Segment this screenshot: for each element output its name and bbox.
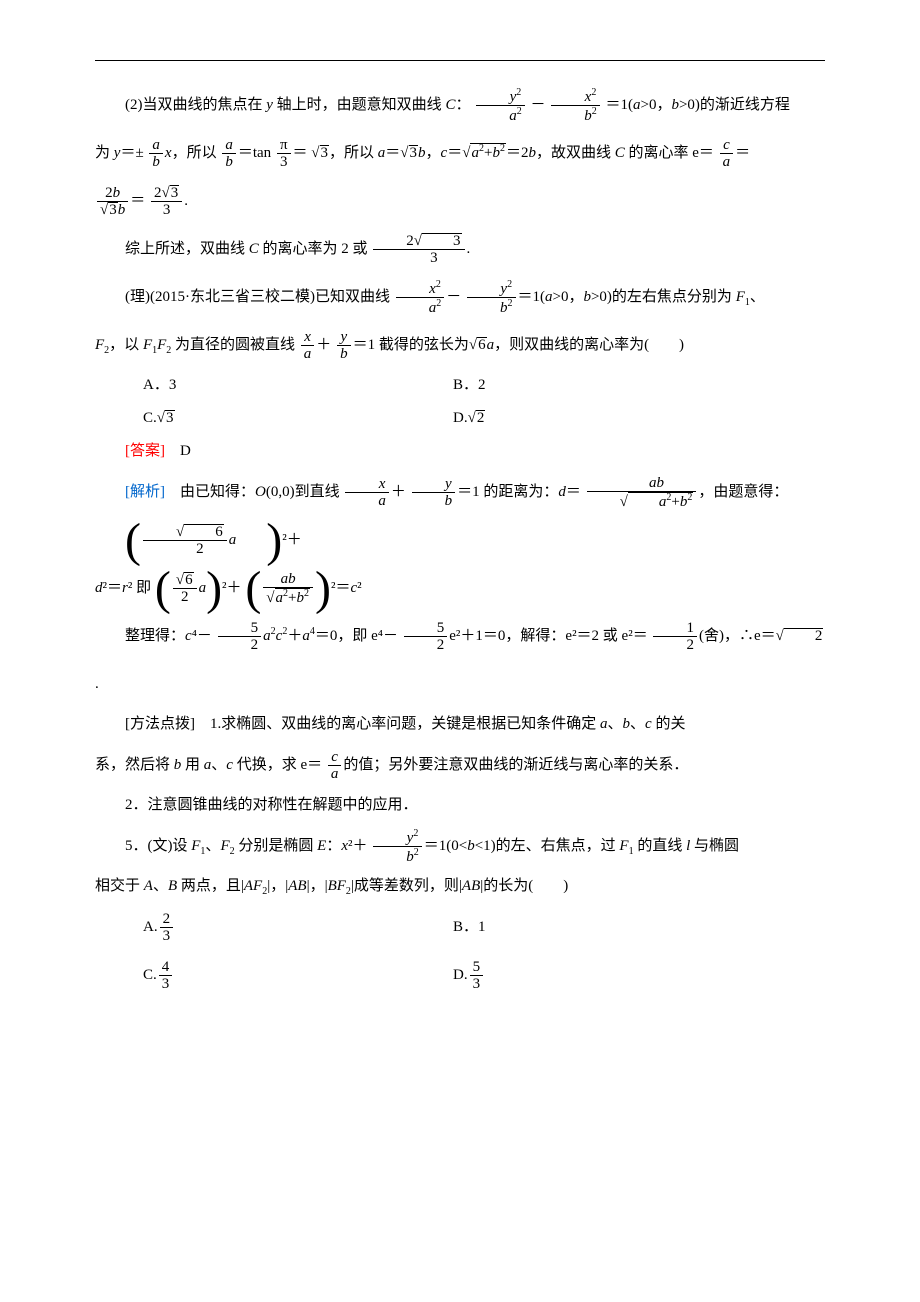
method-tip-3: 2．注意圆锥曲线的对称性在解题中的应用．	[95, 789, 825, 822]
question-5-b: 相交于 A、B 两点，且|AF2|，|AB|，|BF2|成等差数列，则|AB|的…	[95, 870, 825, 903]
paragraph-ecc-value: 2b√3b＝ 2√33.	[95, 177, 825, 225]
option-b: B．2	[453, 369, 825, 402]
paragraph-q-li-2: F2，以 F1F2 为直径的圆被直线 xa＋ yb＝1 截得的弦长为√6a，则双…	[95, 321, 825, 369]
method-tip-1: [方法点拨] 1.求椭圆、双曲线的离心率问题，关键是根据已知条件确定 a、b、c…	[95, 708, 825, 741]
options-row-1: A．3 B．2	[95, 369, 825, 402]
solution-line-1: [解析] 由已知得：O(0,0)到直线 xa＋ yb＝1 的距离为：d＝ ab√…	[95, 468, 825, 564]
document-page: (2)当双曲线的焦点在 y 轴上时，由题意知双曲线 C： y2a2 － x2b2…	[0, 0, 920, 1302]
option2-c: C.43	[95, 951, 453, 999]
options-row-2: C.√3 D.√2	[95, 402, 825, 435]
paragraph-summary: 综上所述，双曲线 C 的离心率为 2 或 2√33.	[95, 225, 825, 273]
option-a: A．3	[95, 369, 453, 402]
options2-row-1: A.23 B．1	[95, 903, 825, 951]
top-rule	[95, 60, 825, 61]
question-5: 5．(文)设 F1、F2 分别是椭圆 E：x²＋ y2b2＝1(0<b<1)的左…	[95, 822, 825, 870]
solution-line-3: 整理得：c⁴－ 52a2c2＋a4＝0，即 e⁴－ 52e²＋1＝0，解得：e²…	[95, 612, 825, 708]
answer-label: [答案] D	[95, 435, 825, 468]
paragraph-q-li: (理)(2015·东北三省三校二模)已知双曲线 x2a2－ y2b2＝1(a>0…	[95, 273, 825, 321]
solution-line-2: d²＝r² 即 (√62a)²＋ (ab√a2+b2)²＝c²	[95, 564, 825, 612]
paragraph-case2: (2)当双曲线的焦点在 y 轴上时，由题意知双曲线 C： y2a2 － x2b2…	[95, 81, 825, 129]
option2-b: B．1	[453, 903, 825, 951]
paragraph-asymptote: 为 y＝± abx，所以 ab＝tan π3＝ √3，所以 a＝√3b，c＝√a…	[95, 129, 825, 177]
option-c: C.√3	[95, 402, 453, 435]
options2-row-2: C.43 D.53	[95, 951, 825, 999]
option2-a: A.23	[95, 903, 453, 951]
option-d: D.√2	[453, 402, 825, 435]
option2-d: D.53	[453, 951, 825, 999]
method-tip-2: 系，然后将 b 用 a、c 代换，求 e＝ ca的值；另外要注意双曲线的渐近线与…	[95, 741, 825, 789]
